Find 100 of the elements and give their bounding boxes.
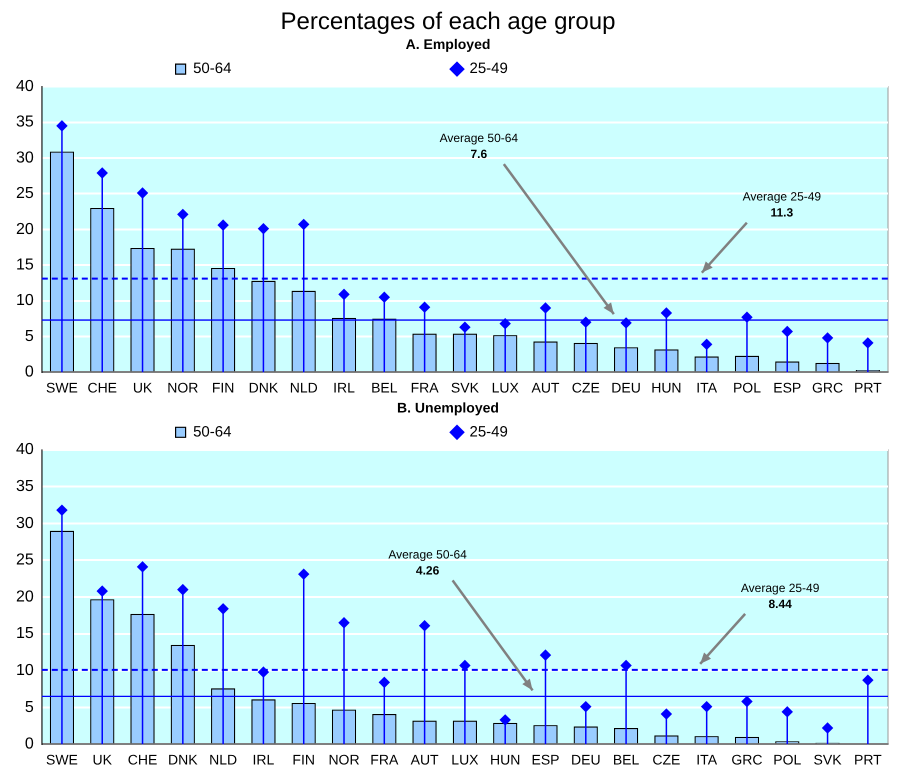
x-tick-label: SWE xyxy=(46,751,78,768)
point xyxy=(378,292,390,303)
point xyxy=(298,218,310,230)
y-tick-label: 30 xyxy=(16,514,34,532)
y-tick-label: 0 xyxy=(24,364,34,381)
point xyxy=(540,650,551,661)
y-tick-label: 5 xyxy=(24,698,34,716)
x-tick-label: HUN xyxy=(490,751,520,768)
x-tick-label: UK xyxy=(132,379,153,396)
x-tick-label: ITA xyxy=(696,379,718,396)
x-tick-label: ESP xyxy=(531,751,560,768)
x-tick-label: CHE xyxy=(128,751,158,768)
x-tick-label: ITA xyxy=(696,751,718,768)
y-tick-label: 40 xyxy=(16,441,34,458)
y-tick-label: 35 xyxy=(16,478,34,496)
x-tick-label: CZE xyxy=(572,379,600,396)
legend-label: 25-49 xyxy=(470,60,720,78)
x-tick-label: NLD xyxy=(209,751,238,768)
point xyxy=(580,701,592,712)
point xyxy=(822,722,834,734)
x-tick-label: IRL xyxy=(333,379,356,396)
y-tick-label: 30 xyxy=(16,149,34,166)
point xyxy=(56,120,68,132)
x-tick-label: GRC xyxy=(731,751,763,768)
point xyxy=(459,322,470,333)
x-tick-label: FRA xyxy=(410,379,440,396)
point xyxy=(298,568,310,580)
x-tick-label: SVK xyxy=(814,751,842,768)
x-tick-label: PRT xyxy=(854,751,882,768)
y-tick-label: 25 xyxy=(16,185,34,202)
point xyxy=(862,337,874,348)
x-tick-label: NOR xyxy=(328,751,360,768)
x-tick-label: POL xyxy=(732,379,762,396)
point xyxy=(822,332,834,344)
point xyxy=(218,220,229,231)
annotation: Average 50-64 7.6 xyxy=(440,131,518,162)
point xyxy=(419,620,430,632)
annotation: Average 25-49 8.44 xyxy=(740,580,820,611)
annotation: Average 25-49 11.3 xyxy=(742,190,822,220)
x-tick-label: FIN xyxy=(212,379,234,396)
point xyxy=(419,302,430,313)
y-tick-label: 20 xyxy=(16,588,34,606)
annotation: Average 50-64 4.26 xyxy=(388,547,468,578)
x-tick-label: ESP xyxy=(773,379,802,396)
y-tick-label: 20 xyxy=(16,220,34,238)
x-tick-label: AUT xyxy=(531,379,560,396)
point xyxy=(177,584,188,596)
point xyxy=(96,167,108,178)
x-tick-label: BEL xyxy=(612,751,640,768)
point xyxy=(741,696,752,708)
x-tick-label: DNK xyxy=(248,379,279,396)
y-tick-label: 0 xyxy=(24,736,34,753)
point xyxy=(620,660,632,671)
point xyxy=(862,674,874,686)
point xyxy=(620,317,632,328)
point xyxy=(580,316,592,328)
chart-title: B. Unemployed xyxy=(397,399,499,416)
point xyxy=(258,223,269,234)
legend-label: 25-49 xyxy=(470,423,720,440)
x-tick-label: CHE xyxy=(87,379,118,396)
point xyxy=(137,561,148,572)
x-tick-label: IRL xyxy=(252,751,275,768)
x-tick-label: UK xyxy=(92,751,113,768)
x-tick-label: CZE xyxy=(652,751,680,768)
point xyxy=(782,326,793,337)
x-tick-label: DEU xyxy=(571,751,601,768)
point xyxy=(540,302,551,314)
y-tick-label: 10 xyxy=(16,662,34,680)
y-tick-label: 5 xyxy=(24,328,34,345)
point xyxy=(782,706,793,718)
legend-label: 50-64 xyxy=(193,423,444,440)
point xyxy=(56,504,68,516)
point xyxy=(338,288,350,300)
point xyxy=(660,708,672,720)
x-tick-label: POL xyxy=(773,751,802,768)
x-tick-label: SWE xyxy=(46,379,78,396)
x-tick-label: DNK xyxy=(168,751,198,768)
y-tick-label: 15 xyxy=(16,625,34,642)
point xyxy=(741,312,752,323)
x-tick-label: SVK xyxy=(450,379,480,396)
x-tick-label: GRC xyxy=(812,379,844,396)
point xyxy=(378,676,390,688)
point xyxy=(96,586,108,597)
x-tick-label: AUT xyxy=(410,751,440,768)
point xyxy=(137,187,148,198)
y-tick-label: 15 xyxy=(16,256,34,274)
point xyxy=(218,603,229,614)
point xyxy=(701,338,712,350)
y-tick-label: 40 xyxy=(16,78,34,96)
chart-title: Percentages of each age group xyxy=(280,8,616,36)
x-tick-label: LUX xyxy=(492,379,520,396)
point xyxy=(500,318,511,330)
y-tick-label: 10 xyxy=(16,292,34,310)
point xyxy=(177,208,188,220)
x-tick-label: NLD xyxy=(290,379,318,396)
x-tick-label: LUX xyxy=(451,751,480,768)
point xyxy=(660,307,672,318)
x-tick-label: PRT xyxy=(854,379,882,396)
x-tick-label: HUN xyxy=(651,379,682,396)
point xyxy=(500,714,511,726)
